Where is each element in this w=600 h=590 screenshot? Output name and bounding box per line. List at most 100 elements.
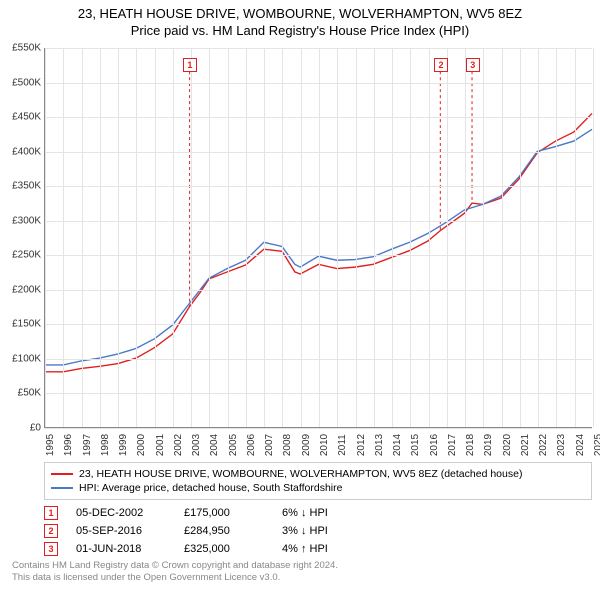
y-tick-label: £100K [12,353,45,364]
x-tick-label: 2014 [392,434,403,456]
event-date-3: 01-JUN-2018 [76,543,166,555]
x-tick-label: 2015 [410,434,421,456]
y-tick-label: £250K [12,250,45,261]
gridline-v [337,48,338,427]
x-tick-label: 2016 [429,434,440,456]
gridline-v [155,48,156,427]
gridline-v [374,48,375,427]
x-tick-label: 1995 [45,434,56,456]
title-line1: 23, HEATH HOUSE DRIVE, WOMBOURNE, WOLVER… [10,6,590,23]
x-tick-label: 1998 [100,434,111,456]
legend-item-property: 23, HEATH HOUSE DRIVE, WOMBOURNE, WOLVER… [51,467,585,481]
gridline-v [429,48,430,427]
x-tick-label: 2020 [502,434,513,456]
gridline-v [538,48,539,427]
gridline-v [556,48,557,427]
x-tick-label: 2019 [483,434,494,456]
x-tick-label: 2023 [556,434,567,456]
event-marker-1: 1 [44,506,58,520]
event-marker-2: 2 [44,524,58,538]
x-tick-label: 2005 [228,434,239,456]
footer-line2: This data is licensed under the Open Gov… [12,572,338,584]
gridline-v [520,48,521,427]
event-hpi-2: 3% ↓ HPI [282,525,362,537]
gridline-h [45,428,592,429]
x-tick-label: 2007 [264,434,275,456]
x-tick-label: 1999 [118,434,129,456]
legend-swatch-property [51,473,73,475]
x-tick-label: 2004 [209,434,220,456]
footer-line1: Contains HM Land Registry data © Crown c… [12,560,338,572]
marker-box-1: 1 [183,58,197,72]
gridline-v [356,48,357,427]
y-tick-label: £200K [12,284,45,295]
gridline-v [301,48,302,427]
x-tick-label: 2010 [319,434,330,456]
x-tick-label: 2025 [593,434,600,456]
x-tick-label: 2001 [155,434,166,456]
x-tick-label: 2022 [538,434,549,456]
x-tick-label: 1997 [82,434,93,456]
event-row-3: 3 01-JUN-2018 £325,000 4% ↑ HPI [44,540,592,558]
gridline-v [45,48,46,427]
chart-plot-area: £0£50K£100K£150K£200K£250K£300K£350K£400… [44,48,592,428]
gridline-v [82,48,83,427]
gridline-v [447,48,448,427]
x-tick-label: 2021 [520,434,531,456]
x-tick-label: 2008 [282,434,293,456]
y-tick-label: £50K [18,388,45,399]
x-tick-label: 2006 [246,434,257,456]
x-tick-label: 2024 [575,434,586,456]
event-date-1: 05-DEC-2002 [76,507,166,519]
x-tick-label: 2018 [465,434,476,456]
y-tick-label: £350K [12,181,45,192]
legend-item-hpi: HPI: Average price, detached house, Sout… [51,481,585,495]
x-tick-label: 1996 [63,434,74,456]
event-hpi-3: 4% ↑ HPI [282,543,362,555]
event-marker-3: 3 [44,542,58,556]
marker-box-3: 3 [466,58,480,72]
gridline-v [228,48,229,427]
gridline-v [483,48,484,427]
legend-label-property: 23, HEATH HOUSE DRIVE, WOMBOURNE, WOLVER… [79,468,522,480]
y-tick-label: £400K [12,146,45,157]
gridline-v [209,48,210,427]
chart-title: 23, HEATH HOUSE DRIVE, WOMBOURNE, WOLVER… [0,0,600,40]
gridline-v [593,48,594,427]
event-price-3: £325,000 [184,543,264,555]
gridline-v [118,48,119,427]
events-table: 1 05-DEC-2002 £175,000 6% ↓ HPI 2 05-SEP… [44,504,592,558]
gridline-v [465,48,466,427]
gridline-v [319,48,320,427]
event-hpi-1: 6% ↓ HPI [282,507,362,519]
y-tick-label: £150K [12,319,45,330]
gridline-v [63,48,64,427]
legend-box: 23, HEATH HOUSE DRIVE, WOMBOURNE, WOLVER… [44,462,592,500]
y-tick-label: £0 [30,423,45,434]
x-tick-label: 2003 [191,434,202,456]
y-tick-label: £500K [12,77,45,88]
event-row-1: 1 05-DEC-2002 £175,000 6% ↓ HPI [44,504,592,522]
x-tick-label: 2002 [173,434,184,456]
gridline-v [575,48,576,427]
gridline-v [264,48,265,427]
x-tick-label: 2011 [337,434,348,456]
gridline-v [191,48,192,427]
y-tick-label: £450K [12,112,45,123]
gridline-v [410,48,411,427]
legend-label-hpi: HPI: Average price, detached house, Sout… [79,482,342,494]
footer-text: Contains HM Land Registry data © Crown c… [12,560,338,584]
x-tick-label: 2017 [447,434,458,456]
y-tick-label: £550K [12,43,45,54]
event-row-2: 2 05-SEP-2016 £284,950 3% ↓ HPI [44,522,592,540]
gridline-v [282,48,283,427]
x-tick-label: 2009 [301,434,312,456]
gridline-v [246,48,247,427]
event-price-1: £175,000 [184,507,264,519]
event-price-2: £284,950 [184,525,264,537]
gridline-v [136,48,137,427]
event-date-2: 05-SEP-2016 [76,525,166,537]
y-tick-label: £300K [12,215,45,226]
gridline-v [173,48,174,427]
x-tick-label: 2013 [374,434,385,456]
